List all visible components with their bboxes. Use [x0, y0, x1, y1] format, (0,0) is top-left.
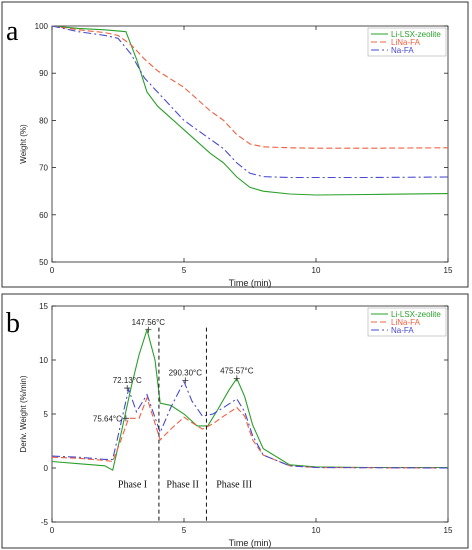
panel-a-plot-area [51, 25, 449, 263]
panel-b-phase-label: Phase III [216, 479, 252, 490]
panel-b-x-axis-label: Time (min) [229, 538, 272, 548]
panel-a-legend-entry: LiNa-FA [391, 38, 421, 47]
panel-a-x-tick-label: 0 [50, 266, 55, 275]
panel-a-y-axis-label: Weight (%) [19, 124, 28, 164]
panel-b-peak-marker [233, 375, 240, 382]
panel-b-peak-marker [145, 326, 152, 333]
panel-b-x-tick-label: 5 [182, 526, 187, 535]
panel-a: 50 60 70 80 90 100 0 5 10 15 Time (min) Weight (%) L… [19, 22, 453, 288]
panel-b-peak-label: 72.13°C [113, 376, 142, 385]
panel-b-y-tick-label: 0 [44, 464, 49, 473]
panel-b-x-tick-label: 10 [312, 526, 321, 535]
panel-b-x-tick-label: 0 [50, 526, 55, 535]
panel-b-y-axis-label: Deriv. Weight (%/min) [19, 375, 28, 452]
panel-a-x-axis-label: Time (min) [229, 278, 272, 288]
panel-b-phase-label: Phase I [118, 479, 147, 490]
panel-b-peak-label: 290.30°C [169, 369, 203, 378]
panel-b-peak-label: 475.57°C [220, 366, 254, 375]
panel-a-y-tick-label: 80 [39, 116, 48, 125]
panel-b-legend-entry: Na-FA [391, 326, 414, 335]
panel-b-series-lina-fa [51, 396, 449, 469]
panel-b-frame [1, 293, 469, 549]
panel-letter-b: b [6, 308, 20, 339]
panel-a-series-na-fa [51, 25, 449, 179]
panel-b-peak-marker [182, 377, 189, 384]
panel-b-series-li-lsx-zeolite [51, 327, 448, 472]
panel-a-legend-entry: Na-FA [391, 46, 414, 55]
panel-a-y-tick-label: 100 [35, 22, 49, 31]
panel-b-phase-label: Phase II [166, 479, 199, 490]
panel-b-legend-entry: Li-LSX-zeolite [391, 310, 441, 319]
panel-letter-a: a [6, 16, 19, 47]
panel-b-peak-label: 147.56°C [132, 318, 166, 327]
panel-a-y-tick-label: 50 [39, 258, 48, 267]
panel-b-peak-label: 75.64°C [93, 414, 122, 423]
panel-b-y-tick-label: 15 [39, 302, 48, 311]
panel-a-x-tick-label: 10 [312, 266, 321, 275]
panel-b-peak-marker [122, 415, 129, 422]
panel-a-series-li-lsx-zeolite [51, 25, 449, 196]
panel-a-y-tick-label: 70 [39, 164, 48, 173]
panel-b-legend-entry: LiNa-FA [391, 318, 421, 327]
panel-b-y-tick-label: -5 [41, 518, 49, 527]
panel-b-x-tick-label: 15 [444, 526, 453, 535]
panel-a-x-tick-label: 5 [182, 266, 187, 275]
panel-b-y-tick-label: 5 [44, 410, 49, 419]
panel-b-peak-marker [124, 385, 131, 392]
panel-a-legend-entry: Li-LSX-zeolite [391, 30, 441, 39]
panel-b-series-na-fa [51, 380, 449, 469]
panel-a-y-tick-label: 90 [39, 69, 48, 78]
panel-a-x-tick-label: 15 [444, 266, 453, 275]
panel-a-y-tick-label: 60 [39, 211, 48, 220]
panel-b-y-tick-label: 10 [39, 356, 48, 365]
